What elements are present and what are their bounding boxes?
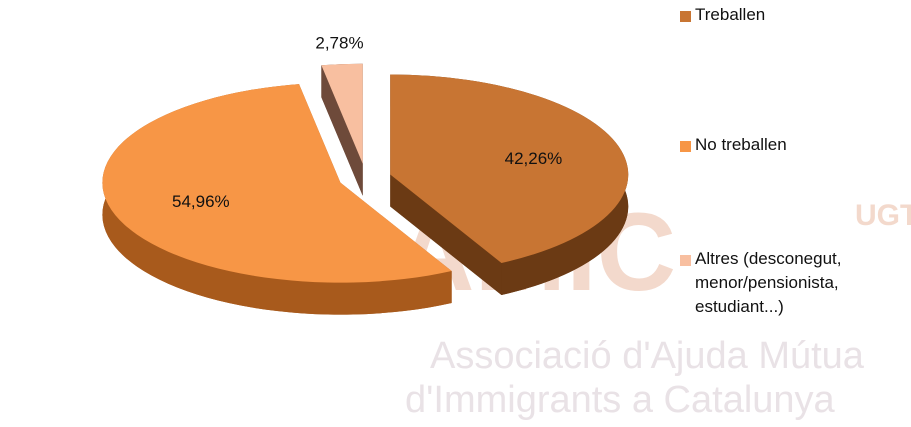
- watermark-text: Associació d'Ajuda Mútua: [430, 335, 865, 377]
- slice-side: [321, 65, 363, 196]
- watermark-text: d'Immigrants a Catalunya: [405, 379, 836, 421]
- legend-swatch: [680, 11, 691, 22]
- legend-item: Treballen: [680, 5, 843, 27]
- slice: [102, 84, 452, 315]
- legend-item: No treballen: [680, 135, 843, 157]
- slice: [390, 74, 629, 263]
- legend-swatch: [680, 141, 691, 152]
- data-label: 54,96%: [172, 192, 230, 211]
- slice: [390, 74, 629, 295]
- legend-item: Altres (desconegut, menor/pensionista, e…: [680, 249, 843, 319]
- slice: [321, 63, 363, 164]
- slice: [102, 84, 452, 283]
- watermark-text: UGT: [855, 199, 911, 232]
- slice-side: [102, 84, 452, 315]
- legend-label: Altres (desconegut, menor/pensionista, e…: [695, 249, 842, 316]
- slice-side: [390, 174, 502, 295]
- legend-label: Treballen: [695, 5, 766, 24]
- data-label: 42,26%: [505, 149, 563, 168]
- data-label: 2,78%: [315, 34, 363, 53]
- legend-label: No treballen: [695, 135, 787, 154]
- legend-swatch: [680, 255, 691, 266]
- slice: [321, 63, 363, 196]
